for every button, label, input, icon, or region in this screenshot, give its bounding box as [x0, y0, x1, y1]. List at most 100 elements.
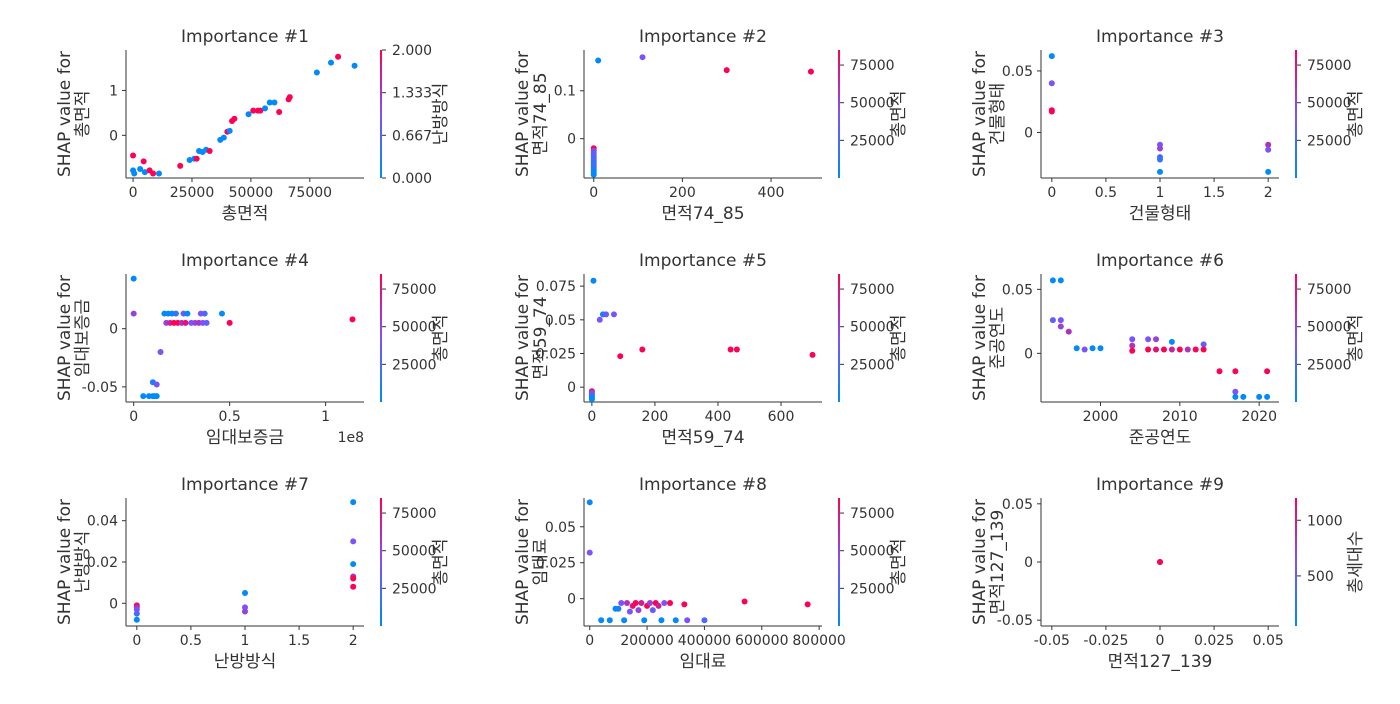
- colorbar-tick-label: 75000: [850, 282, 895, 298]
- y-tick-label: 0.05: [1002, 282, 1033, 298]
- scatter-point: [350, 575, 357, 582]
- scatter-point: [231, 115, 238, 122]
- colorbar-tick-label: 50000: [392, 544, 437, 560]
- scatter-point: [1049, 277, 1056, 284]
- scatter-point: [1232, 368, 1239, 375]
- y-tick-label: 0: [1024, 346, 1033, 362]
- scatter-point: [137, 166, 144, 173]
- scatter-point: [226, 319, 233, 326]
- x-tick-label: 1.5: [288, 633, 310, 649]
- scatter-point: [130, 152, 137, 159]
- scatter-point: [157, 348, 164, 355]
- scatter-point: [741, 598, 748, 605]
- x-tick-label: 400: [705, 409, 732, 425]
- scatter-point: [242, 589, 248, 596]
- x-tick-label: 0.5: [219, 409, 241, 425]
- y-axis-label: SHAP value for면적127_139: [970, 499, 1008, 625]
- scatter-point: [201, 310, 208, 317]
- scatter-point: [1153, 346, 1160, 353]
- scatter-point: [1065, 328, 1072, 335]
- colorbar-tick-label: 50000: [850, 544, 895, 560]
- scatter-point: [131, 170, 138, 177]
- scatter-point: [733, 346, 740, 353]
- scatter-point: [617, 353, 624, 360]
- x-tick-label: 2020: [1241, 409, 1277, 425]
- x-tick-label: 0.5: [180, 633, 202, 649]
- colorbar-tick-label: 25000: [1307, 357, 1352, 373]
- x-tick-label: 0: [585, 633, 594, 649]
- x-tick-label: -0.05: [1034, 633, 1070, 649]
- scatter-point: [701, 617, 708, 624]
- scatter-point: [624, 599, 631, 606]
- scatter-point: [596, 316, 603, 323]
- subplot-9: Importance #9 -0.05 -0.025 0 0.025 0.05 -0.05 0…: [970, 475, 1366, 672]
- scatter-point: [1200, 346, 1207, 353]
- colorbar-label: 총면적: [889, 539, 909, 586]
- y-axis-label-line: SHAP value for: [55, 275, 75, 401]
- y-axis-label-line: SHAP value for: [970, 499, 990, 625]
- scatter-point: [313, 69, 320, 76]
- scatter-point: [1157, 156, 1163, 163]
- scatter-point: [276, 108, 283, 115]
- scatter-point: [1265, 146, 1272, 153]
- scatter-point: [1129, 342, 1136, 349]
- scatter-point: [218, 310, 225, 317]
- y-axis-label: SHAP value for준공연도: [970, 275, 1008, 401]
- colorbar-tick-label: 25000: [392, 581, 437, 597]
- colorbar-tick-label: 75000: [392, 282, 437, 298]
- x-tick-label: 2: [349, 633, 358, 649]
- y-axis-label-line: 총면적: [73, 91, 93, 138]
- scatter-point: [141, 169, 148, 176]
- subplot-title: Importance #9: [1096, 475, 1224, 495]
- scatter-point: [595, 57, 602, 64]
- scatter-point: [641, 617, 648, 624]
- subplot-title: Importance #7: [181, 475, 309, 495]
- colorbar: [380, 274, 382, 402]
- x-offset-label: 1e8: [338, 430, 364, 446]
- x-tick-label: 1: [241, 633, 250, 649]
- x-tick-label: 0: [132, 633, 141, 649]
- colorbar-tick-label: 25000: [850, 357, 895, 373]
- scatter-point: [1264, 368, 1271, 375]
- x-tick-label: 400: [758, 185, 785, 201]
- scatter-point: [1145, 346, 1152, 353]
- y-tick-label: 0.02: [87, 555, 118, 571]
- scatter-point: [1157, 145, 1163, 152]
- scatter-point: [206, 148, 213, 155]
- colorbar-label: 총면적: [1346, 315, 1366, 362]
- scatter-point: [1057, 317, 1064, 324]
- scatter-point: [1073, 345, 1080, 352]
- x-axis-label: 건물형태: [1129, 204, 1192, 224]
- scatter-point: [286, 94, 293, 101]
- scatter-point: [667, 599, 674, 606]
- subplot-title: Importance #5: [639, 251, 767, 271]
- y-tick-label: 0: [567, 592, 576, 608]
- scatter-point: [646, 599, 653, 606]
- y-tick-label: 0: [109, 596, 118, 612]
- subplot-7: Importance #70 0.5 1 1.5 200.020.04난방방식SHAP …: [55, 475, 451, 672]
- subplot-title: Importance #4: [181, 251, 309, 271]
- scatter-point: [1081, 346, 1088, 353]
- x-tick-label: 1.5: [1203, 185, 1225, 201]
- subplot-title: Importance #3: [1096, 27, 1224, 47]
- scatter-point: [133, 610, 140, 617]
- scatter-point: [684, 617, 691, 624]
- y-tick-label: 0: [1024, 555, 1033, 571]
- scatter-point: [1168, 346, 1175, 353]
- y-axis-label: SHAP value for건물형태: [970, 51, 1008, 177]
- scatter-point: [681, 601, 688, 608]
- x-tick-label: 0: [587, 409, 596, 425]
- scatter-point: [1216, 368, 1223, 375]
- scatter-point: [809, 351, 816, 358]
- scatter-point: [133, 616, 140, 623]
- scatter-point: [598, 617, 605, 624]
- x-tick-label: 75000: [288, 185, 333, 201]
- x-tick-label: 0: [129, 185, 138, 201]
- scatter-point: [603, 311, 610, 318]
- colorbar-tick-label: 75000: [392, 506, 437, 522]
- x-tick-label: 1: [1156, 185, 1165, 201]
- colorbar-tick-label: 1000: [1307, 513, 1343, 529]
- scatter-point: [350, 538, 357, 545]
